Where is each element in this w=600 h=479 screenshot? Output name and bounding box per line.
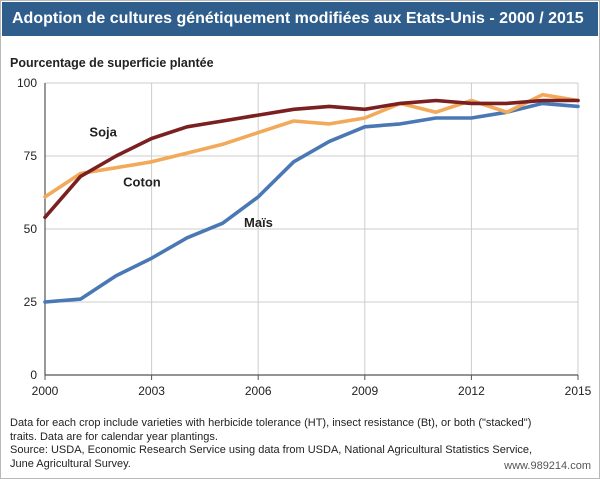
series-label: Coton xyxy=(123,174,161,189)
series-line-soja xyxy=(43,98,580,220)
x-tick-label: 2000 xyxy=(32,384,59,398)
chart-title: Adoption de cultures génétiquement modif… xyxy=(12,10,584,27)
note-line: traits. Data are for calendar year plant… xyxy=(10,430,218,443)
x-tick-label: 2006 xyxy=(245,384,272,398)
watermark: www.989214.com xyxy=(504,460,591,472)
y-tick-label: 50 xyxy=(24,222,38,236)
series-line-mais xyxy=(43,101,580,304)
x-tick-label: 2003 xyxy=(138,384,165,398)
chart-notes: Data for each crop include varieties wit… xyxy=(10,417,595,471)
series-lines xyxy=(43,92,580,304)
y-tick-label: 75 xyxy=(24,149,38,163)
series-label: Maïs xyxy=(244,215,273,230)
source-line: Source: USDA, Economic Research Service … xyxy=(10,444,533,456)
note-line: Data for each crop include varieties wit… xyxy=(10,417,532,429)
series-labels: Soja Coton Maïs xyxy=(89,125,272,231)
series-label: Soja xyxy=(89,125,117,140)
x-tick-label: 2012 xyxy=(458,384,485,398)
x-tick-label: 2015 xyxy=(565,384,592,398)
axes: 0 25 50 75 100 2000 2003 2006 2009 2012 2015 xyxy=(17,76,592,398)
series-line-coton xyxy=(43,92,580,199)
y-tick-label: 100 xyxy=(17,76,37,90)
line-chart: 0 25 50 75 100 2000 2003 2006 2009 2012 2015 Soja C… xyxy=(17,76,592,398)
y-tick-label: 0 xyxy=(30,368,37,382)
y-tick-label: 25 xyxy=(24,295,38,309)
title-bar: Adoption de cultures génétiquement modif… xyxy=(2,2,598,36)
source-line: June Agricultural Survey. xyxy=(10,457,131,470)
y-axis-label: Pourcentage de superficie plantée xyxy=(10,56,214,70)
x-tick-label: 2009 xyxy=(351,384,378,398)
gridlines xyxy=(45,82,579,375)
